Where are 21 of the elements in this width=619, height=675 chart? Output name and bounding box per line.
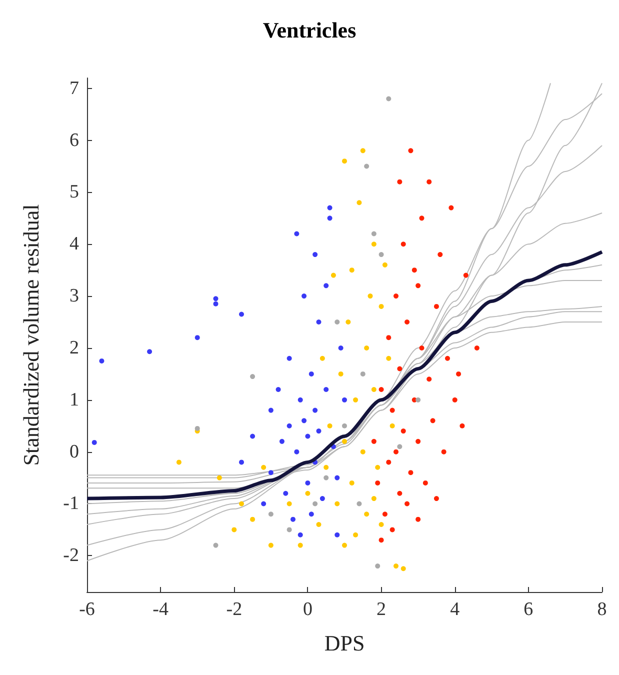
y-axis-title: Standardized volume residual — [18, 204, 44, 466]
chart-title: Ventricles — [262, 18, 357, 42]
y-tick-label: 3 — [70, 286, 79, 307]
x-tick-label: -2 — [226, 599, 242, 620]
x-tick-label: 0 — [302, 599, 312, 620]
y-tick-label: -2 — [63, 545, 79, 566]
y-tick-label: 0 — [70, 441, 79, 462]
x-tick-label: 8 — [597, 599, 607, 620]
y-tick-label: -1 — [63, 493, 79, 514]
y-tick-label: 6 — [70, 130, 79, 151]
y-tick-label: 1 — [70, 389, 79, 410]
x-axis-title: DPS — [324, 630, 365, 656]
x-tick-label: 4 — [450, 599, 460, 620]
x-tick-label: -6 — [79, 599, 95, 620]
x-tick-label: 6 — [524, 599, 534, 620]
y-tick-label: 7 — [70, 78, 79, 99]
x-tick-label: -4 — [152, 599, 169, 620]
y-tick-label: 5 — [70, 182, 79, 203]
y-tick-label: 4 — [70, 234, 80, 255]
x-tick-label: 2 — [376, 599, 386, 620]
y-tick-label: 2 — [70, 337, 79, 358]
